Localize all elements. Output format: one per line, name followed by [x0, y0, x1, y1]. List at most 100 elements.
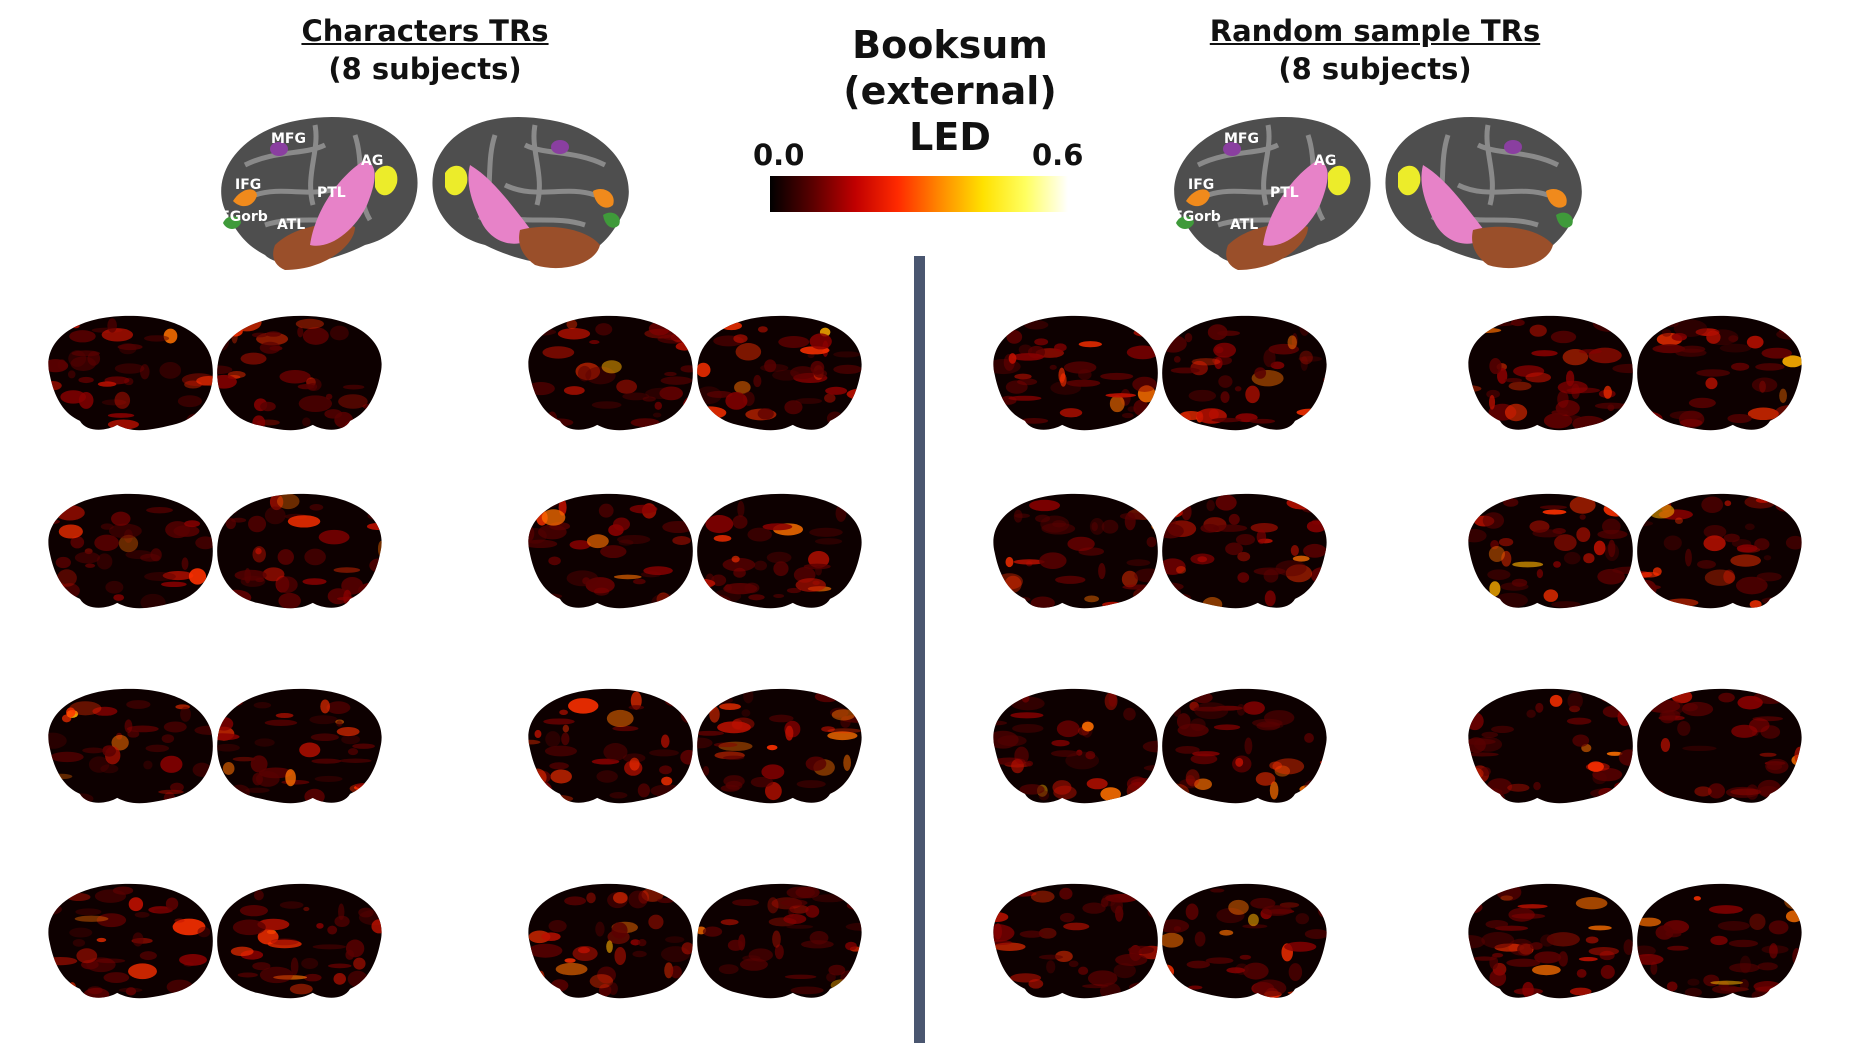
activation-blob	[672, 536, 691, 545]
activation-blob	[1123, 707, 1136, 721]
activation-blob	[1275, 560, 1307, 577]
roi-brain-right-hemisphere	[432, 117, 629, 269]
activation-blob	[245, 787, 270, 793]
activation-blob	[1779, 388, 1787, 403]
activation-blob	[614, 946, 627, 966]
activation-blob	[528, 768, 539, 778]
activation-blobs-right	[697, 886, 862, 995]
activation-blob	[780, 899, 808, 907]
activation-blob	[333, 973, 347, 985]
activation-blob	[1550, 330, 1577, 344]
activation-blob	[1688, 397, 1716, 409]
activation-blob	[232, 756, 256, 762]
activation-blob	[1500, 582, 1529, 591]
activation-blob	[1679, 418, 1703, 427]
activation-blob	[103, 972, 130, 983]
activation-blob	[173, 525, 200, 537]
activation-blob	[68, 982, 77, 994]
activation-blob	[71, 323, 80, 329]
activation-blob	[1488, 545, 1505, 562]
subject-brain-map-random-sample-4	[1468, 493, 1802, 609]
activation-blob	[541, 595, 549, 606]
activation-blob	[1693, 896, 1701, 901]
activation-blob	[1504, 377, 1522, 383]
activation-blob	[789, 904, 809, 914]
activation-blob	[1099, 982, 1121, 999]
roi-atl-region	[1472, 226, 1553, 269]
activation-blob	[1078, 966, 1089, 975]
activation-blob	[1126, 559, 1151, 567]
activation-blob	[1778, 790, 1802, 797]
activation-blob	[1187, 985, 1203, 990]
activation-blob	[1557, 380, 1588, 395]
activation-blob	[1791, 754, 1802, 767]
activation-blob	[1759, 752, 1777, 757]
activation-blob	[1468, 327, 1502, 334]
activation-blob	[1754, 538, 1770, 551]
activation-blob	[1552, 528, 1566, 535]
activation-blob	[83, 987, 110, 999]
activation-blob	[1717, 920, 1750, 931]
activation-blob	[1588, 925, 1612, 931]
activation-blob	[589, 974, 614, 989]
activation-blob	[276, 493, 300, 510]
activation-blob	[1029, 499, 1061, 512]
activation-blob	[1013, 559, 1045, 565]
activation-blob	[1703, 525, 1727, 539]
activation-blob	[1532, 964, 1561, 976]
activation-blob	[1128, 982, 1158, 993]
activation-blob	[1067, 536, 1095, 551]
activation-blob	[760, 364, 789, 372]
activation-blob	[786, 587, 802, 594]
activation-blob	[304, 548, 326, 566]
activation-blob	[1054, 343, 1067, 352]
roi-brain-right-hemisphere	[1385, 117, 1582, 269]
activation-blob	[659, 765, 672, 775]
activation-blob	[97, 381, 117, 387]
activation-blob	[1085, 751, 1096, 760]
activation-blob	[1151, 521, 1158, 531]
activation-blob	[1646, 585, 1661, 590]
activation-blob	[555, 962, 588, 976]
activation-blob	[1176, 565, 1187, 574]
activation-blob	[1162, 964, 1175, 979]
activation-blob	[1192, 751, 1220, 757]
activation-blob	[1200, 523, 1220, 533]
hemisphere-left	[48, 883, 213, 999]
activation-blob	[301, 957, 319, 970]
activation-blob	[757, 408, 774, 420]
activation-blob	[544, 745, 578, 757]
roi-atlas-left: MFG IFG IFGorb ATL PTL AG	[205, 105, 650, 275]
activation-blob	[1530, 942, 1543, 950]
activation-blob	[845, 941, 857, 951]
activation-blob	[786, 886, 816, 899]
activation-blob	[1245, 385, 1260, 404]
activation-blob	[805, 905, 820, 918]
activation-blob	[1618, 749, 1633, 766]
activation-blob	[608, 982, 618, 995]
activation-blob	[143, 760, 153, 770]
activation-blob	[217, 970, 227, 977]
activation-blob	[1017, 378, 1038, 386]
activation-blob	[722, 557, 756, 572]
activation-blob	[1669, 410, 1703, 420]
activation-blob	[1703, 974, 1720, 987]
activation-blob	[78, 391, 94, 409]
activation-blob	[596, 770, 618, 783]
activation-blob	[1603, 501, 1629, 517]
activation-blob	[684, 596, 693, 603]
left-panel-title: Characters TRs (8 subjects)	[280, 12, 570, 88]
activation-blob	[343, 384, 365, 390]
activation-blob	[1306, 520, 1327, 533]
activation-blob	[769, 714, 794, 723]
activation-blob	[1162, 932, 1184, 948]
activation-blob	[1014, 596, 1031, 602]
activation-blob	[1234, 386, 1242, 392]
activation-blob	[145, 744, 170, 753]
panel-divider	[914, 256, 925, 1043]
activation-blob	[1173, 706, 1181, 717]
activation-blob	[1250, 897, 1276, 909]
activation-blob	[1082, 721, 1094, 732]
activation-blob	[318, 529, 350, 545]
activation-blob	[743, 689, 754, 704]
